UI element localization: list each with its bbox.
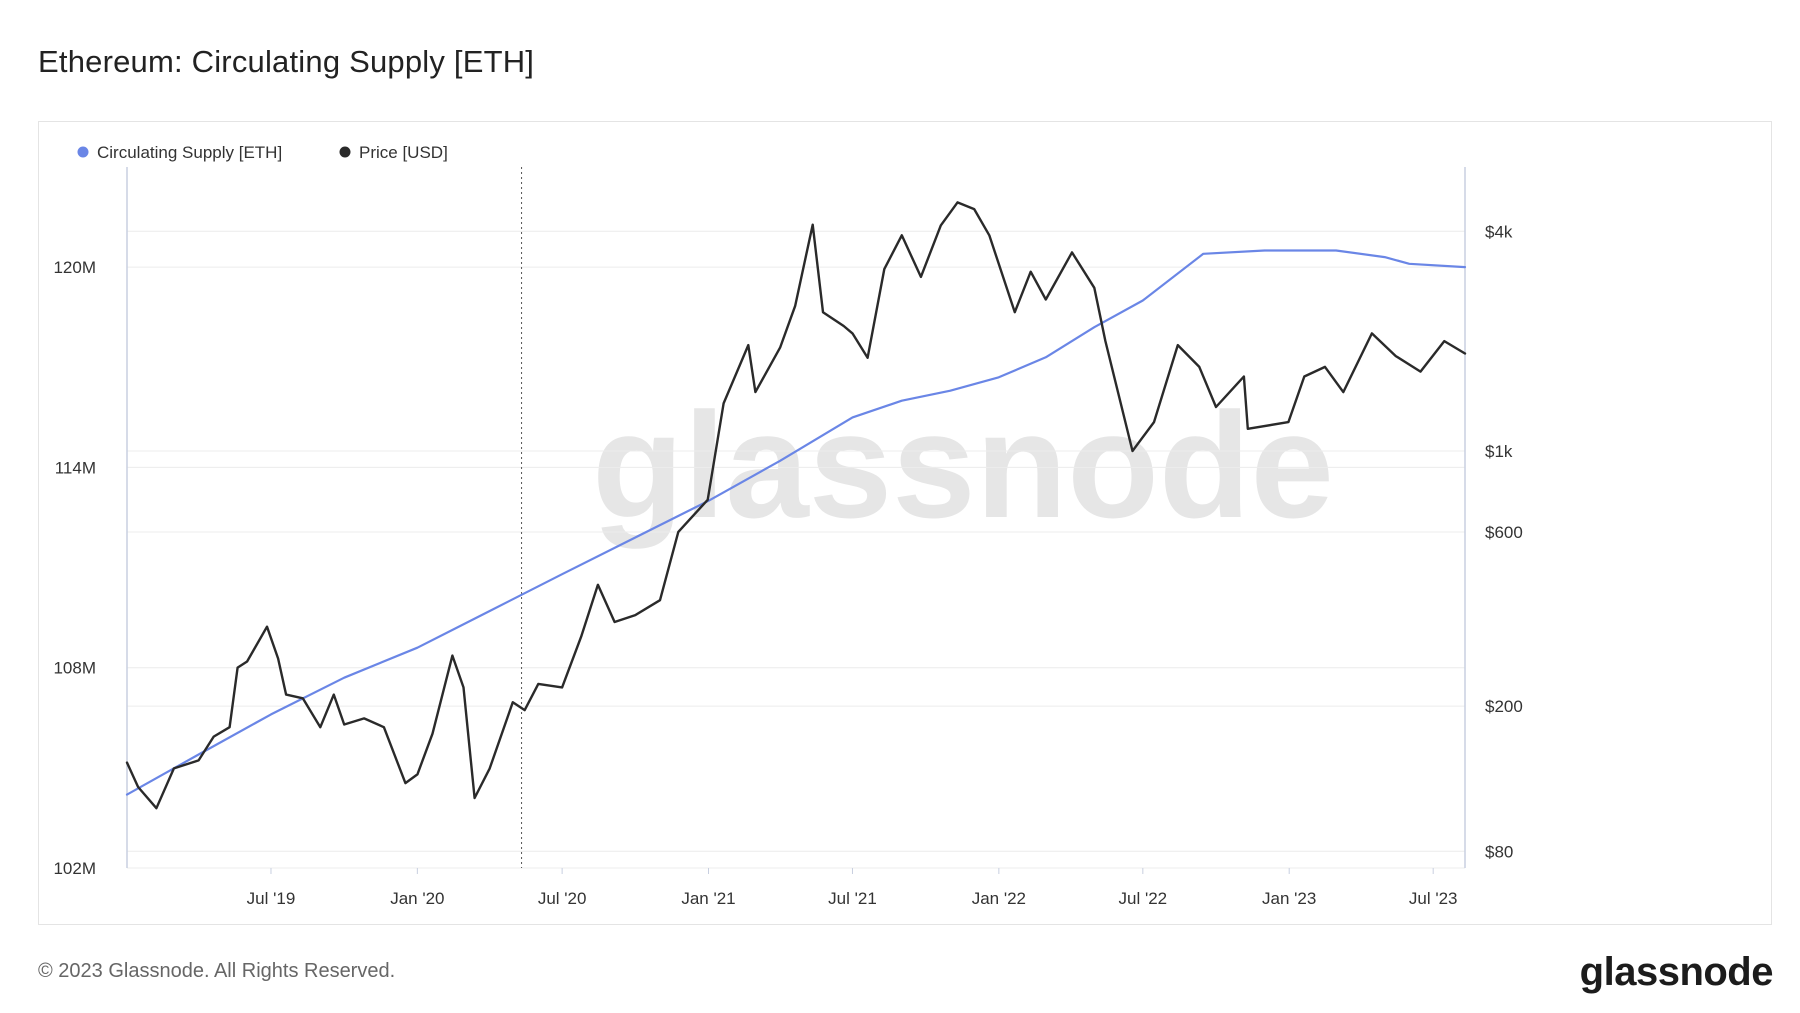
copyright-text: © 2023 Glassnode. All Rights Reserved.	[38, 960, 396, 982]
chart-svg: glassnode 102M 108M 114M 120M $80 $200 $600 $1k…	[53, 143, 1523, 908]
x-tick-label: Jan '23	[1262, 889, 1316, 908]
x-tick-label: Jul '19	[247, 889, 296, 908]
legend-label: Price [USD]	[359, 143, 448, 162]
x-tick-label: Jul '20	[538, 889, 587, 908]
y-right-tick-label: $600	[1485, 523, 1523, 542]
x-tick-label: Jan '22	[972, 889, 1026, 908]
legend-dot	[77, 146, 89, 158]
y-left-tick-label: 102M	[53, 859, 96, 878]
x-tick-label: Jan '20	[390, 889, 444, 908]
y-right-tick-label: $1k	[1485, 442, 1513, 461]
axes: 102M 108M 114M 120M $80 $200 $600 $1k $4k Jul '19…	[53, 167, 1523, 908]
series-line-price	[125, 201, 1467, 810]
x-tick-label: Jul '22	[1119, 889, 1168, 908]
legend: Circulating Supply [ETH] Price [USD]	[77, 143, 448, 162]
page-title: Ethereum: Circulating Supply [ETH]	[38, 44, 535, 79]
x-tick-label: Jul '23	[1409, 889, 1458, 908]
y-right-tick-label: $80	[1485, 842, 1513, 861]
legend-dot	[339, 146, 351, 158]
series-layer	[125, 201, 1467, 810]
legend-label: Circulating Supply [ETH]	[97, 143, 282, 162]
x-tick-label: Jan '21	[681, 889, 735, 908]
x-tick-label: Jul '21	[828, 889, 877, 908]
y-right-tick-label: $4k	[1485, 222, 1513, 241]
y-left-tick-label: 108M	[53, 659, 96, 678]
watermark: glassnode	[592, 381, 1334, 549]
y-left-tick-label: 114M	[55, 458, 96, 477]
grid-lines	[127, 230, 1465, 869]
chart-frame: glassnode 102M 108M 114M 120M $80 $200 $600 $1k…	[38, 121, 1772, 925]
y-left-tick-label: 120M	[53, 258, 96, 277]
glassnode-logo: glassnode	[1579, 950, 1774, 994]
y-right-tick-label: $200	[1485, 697, 1523, 716]
series-line-supply	[125, 249, 1467, 796]
